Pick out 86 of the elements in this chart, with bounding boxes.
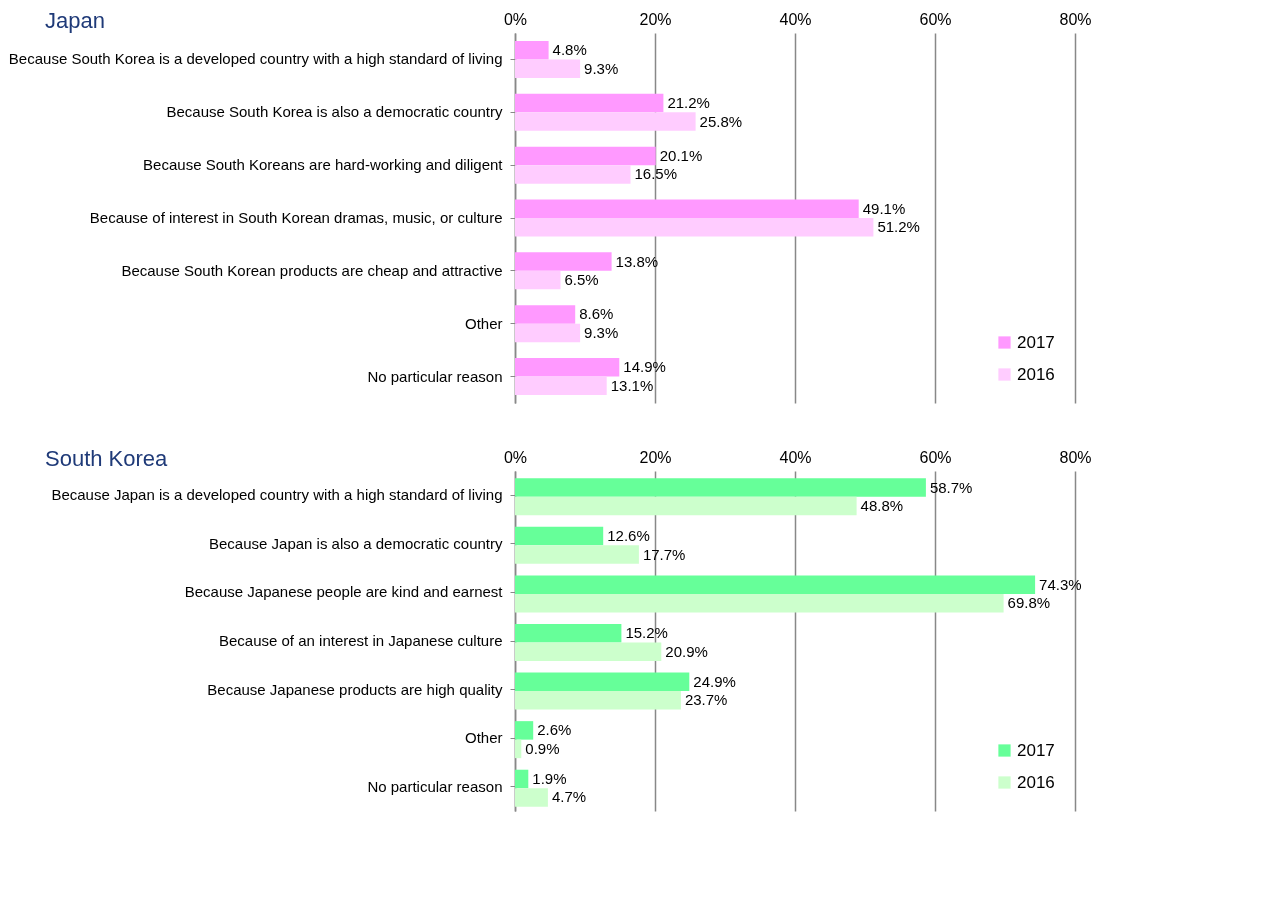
bar <box>515 40 549 60</box>
data-label: 17.7% <box>642 545 686 563</box>
data-label: 9.3% <box>584 59 619 77</box>
data-label: 0.9% <box>525 739 560 757</box>
bar <box>515 672 690 692</box>
bar <box>515 59 581 78</box>
data-label: 20.1% <box>659 146 703 164</box>
bar <box>515 146 656 166</box>
bar <box>515 496 857 516</box>
bar <box>515 721 534 740</box>
legend-label: 2016 <box>1017 364 1055 384</box>
data-label: 51.2% <box>877 218 920 236</box>
data-label: 24.9% <box>693 672 736 690</box>
bar <box>515 199 859 218</box>
legend-label: 2016 <box>1017 772 1055 792</box>
y-tick-label: Because South Korean products are cheap and attractive <box>121 261 503 279</box>
data-label: 21.2% <box>667 94 710 112</box>
bar <box>515 593 1004 613</box>
bar <box>515 739 522 759</box>
data-label: 16.5% <box>634 165 678 183</box>
bar <box>515 575 1036 594</box>
y-tick-label: Other <box>464 729 503 747</box>
data-label: 49.1% <box>862 199 906 217</box>
data-label: 14.9% <box>623 358 666 376</box>
legend-label: 2017 <box>1017 740 1055 760</box>
legend-label: 2017 <box>1017 332 1055 352</box>
bar <box>515 478 926 497</box>
bar <box>515 642 662 661</box>
data-label: 6.5% <box>564 271 599 289</box>
x-tick-label: 0% <box>503 448 528 466</box>
bar <box>515 93 664 113</box>
data-label: 13.1% <box>610 376 654 394</box>
x-tick-label: 60% <box>919 10 952 28</box>
text: Japan <box>45 8 105 33</box>
x-tick-label: 0% <box>503 10 528 28</box>
bar <box>515 545 639 564</box>
bar <box>515 624 622 643</box>
text: South Korea <box>45 446 169 471</box>
x-tick-label: 80% <box>1059 10 1092 28</box>
x-tick-label: 20% <box>639 10 672 28</box>
bar <box>515 769 529 789</box>
bar <box>515 376 607 396</box>
data-label: 4.8% <box>552 41 587 59</box>
y-tick-label: Because Japanese products are high quality <box>207 680 503 698</box>
y-tick-label: Because of interest in South Korean dramas, music, or culture <box>89 209 503 226</box>
data-label: 9.3% <box>584 323 619 341</box>
data-label: 8.6% <box>579 305 614 323</box>
x-tick-label: 40% <box>779 10 812 28</box>
y-tick-label: Other <box>464 314 503 332</box>
data-label: 12.6% <box>607 527 650 545</box>
y-tick-label: Because South Korea is also a democratic country <box>166 103 503 121</box>
bar <box>515 691 681 710</box>
data-label: 69.8% <box>1007 594 1051 612</box>
data-label: 20.9% <box>665 642 708 660</box>
y-tick-label: Because Japan is a developed country with a high standard of living <box>51 486 503 504</box>
y-tick-label: Because Japan is also a democratic country <box>209 534 503 552</box>
data-label: 48.8% <box>860 497 904 515</box>
y-tick-label: Because of an interest in Japanese culture <box>218 632 503 649</box>
bar <box>515 112 696 131</box>
data-label: 2.6% <box>537 721 572 739</box>
bar <box>515 218 874 237</box>
data-label: 25.8% <box>699 112 743 130</box>
data-label: 23.7% <box>684 691 728 709</box>
y-tick-label: No particular reason <box>367 777 503 795</box>
data-label: 13.8% <box>615 252 659 270</box>
bar <box>515 788 548 807</box>
y-tick-label: Because South Korea is a developed country with a high standard of living <box>8 50 503 68</box>
bar <box>515 526 604 546</box>
bar <box>515 305 576 324</box>
y-tick-label: No particular reason <box>367 367 503 385</box>
bar <box>515 252 612 271</box>
x-tick-label: 80% <box>1059 448 1092 466</box>
data-label: 4.7% <box>551 788 587 806</box>
y-tick-label: Because Japanese people are kind and earnest <box>184 583 504 601</box>
bar <box>515 270 561 290</box>
data-label: 74.3% <box>1039 575 1082 593</box>
bar <box>515 323 581 343</box>
data-label: 15.2% <box>625 624 668 642</box>
x-tick-label: 60% <box>919 448 952 466</box>
x-tick-label: 40% <box>779 448 812 466</box>
y-tick-label: Because South Koreans are hard-working and diligent <box>143 156 504 174</box>
bar <box>515 358 620 377</box>
data-label: 1.9% <box>532 769 567 787</box>
x-tick-label: 20% <box>639 448 672 466</box>
data-label: 58.7% <box>929 478 973 496</box>
bar <box>515 165 631 184</box>
